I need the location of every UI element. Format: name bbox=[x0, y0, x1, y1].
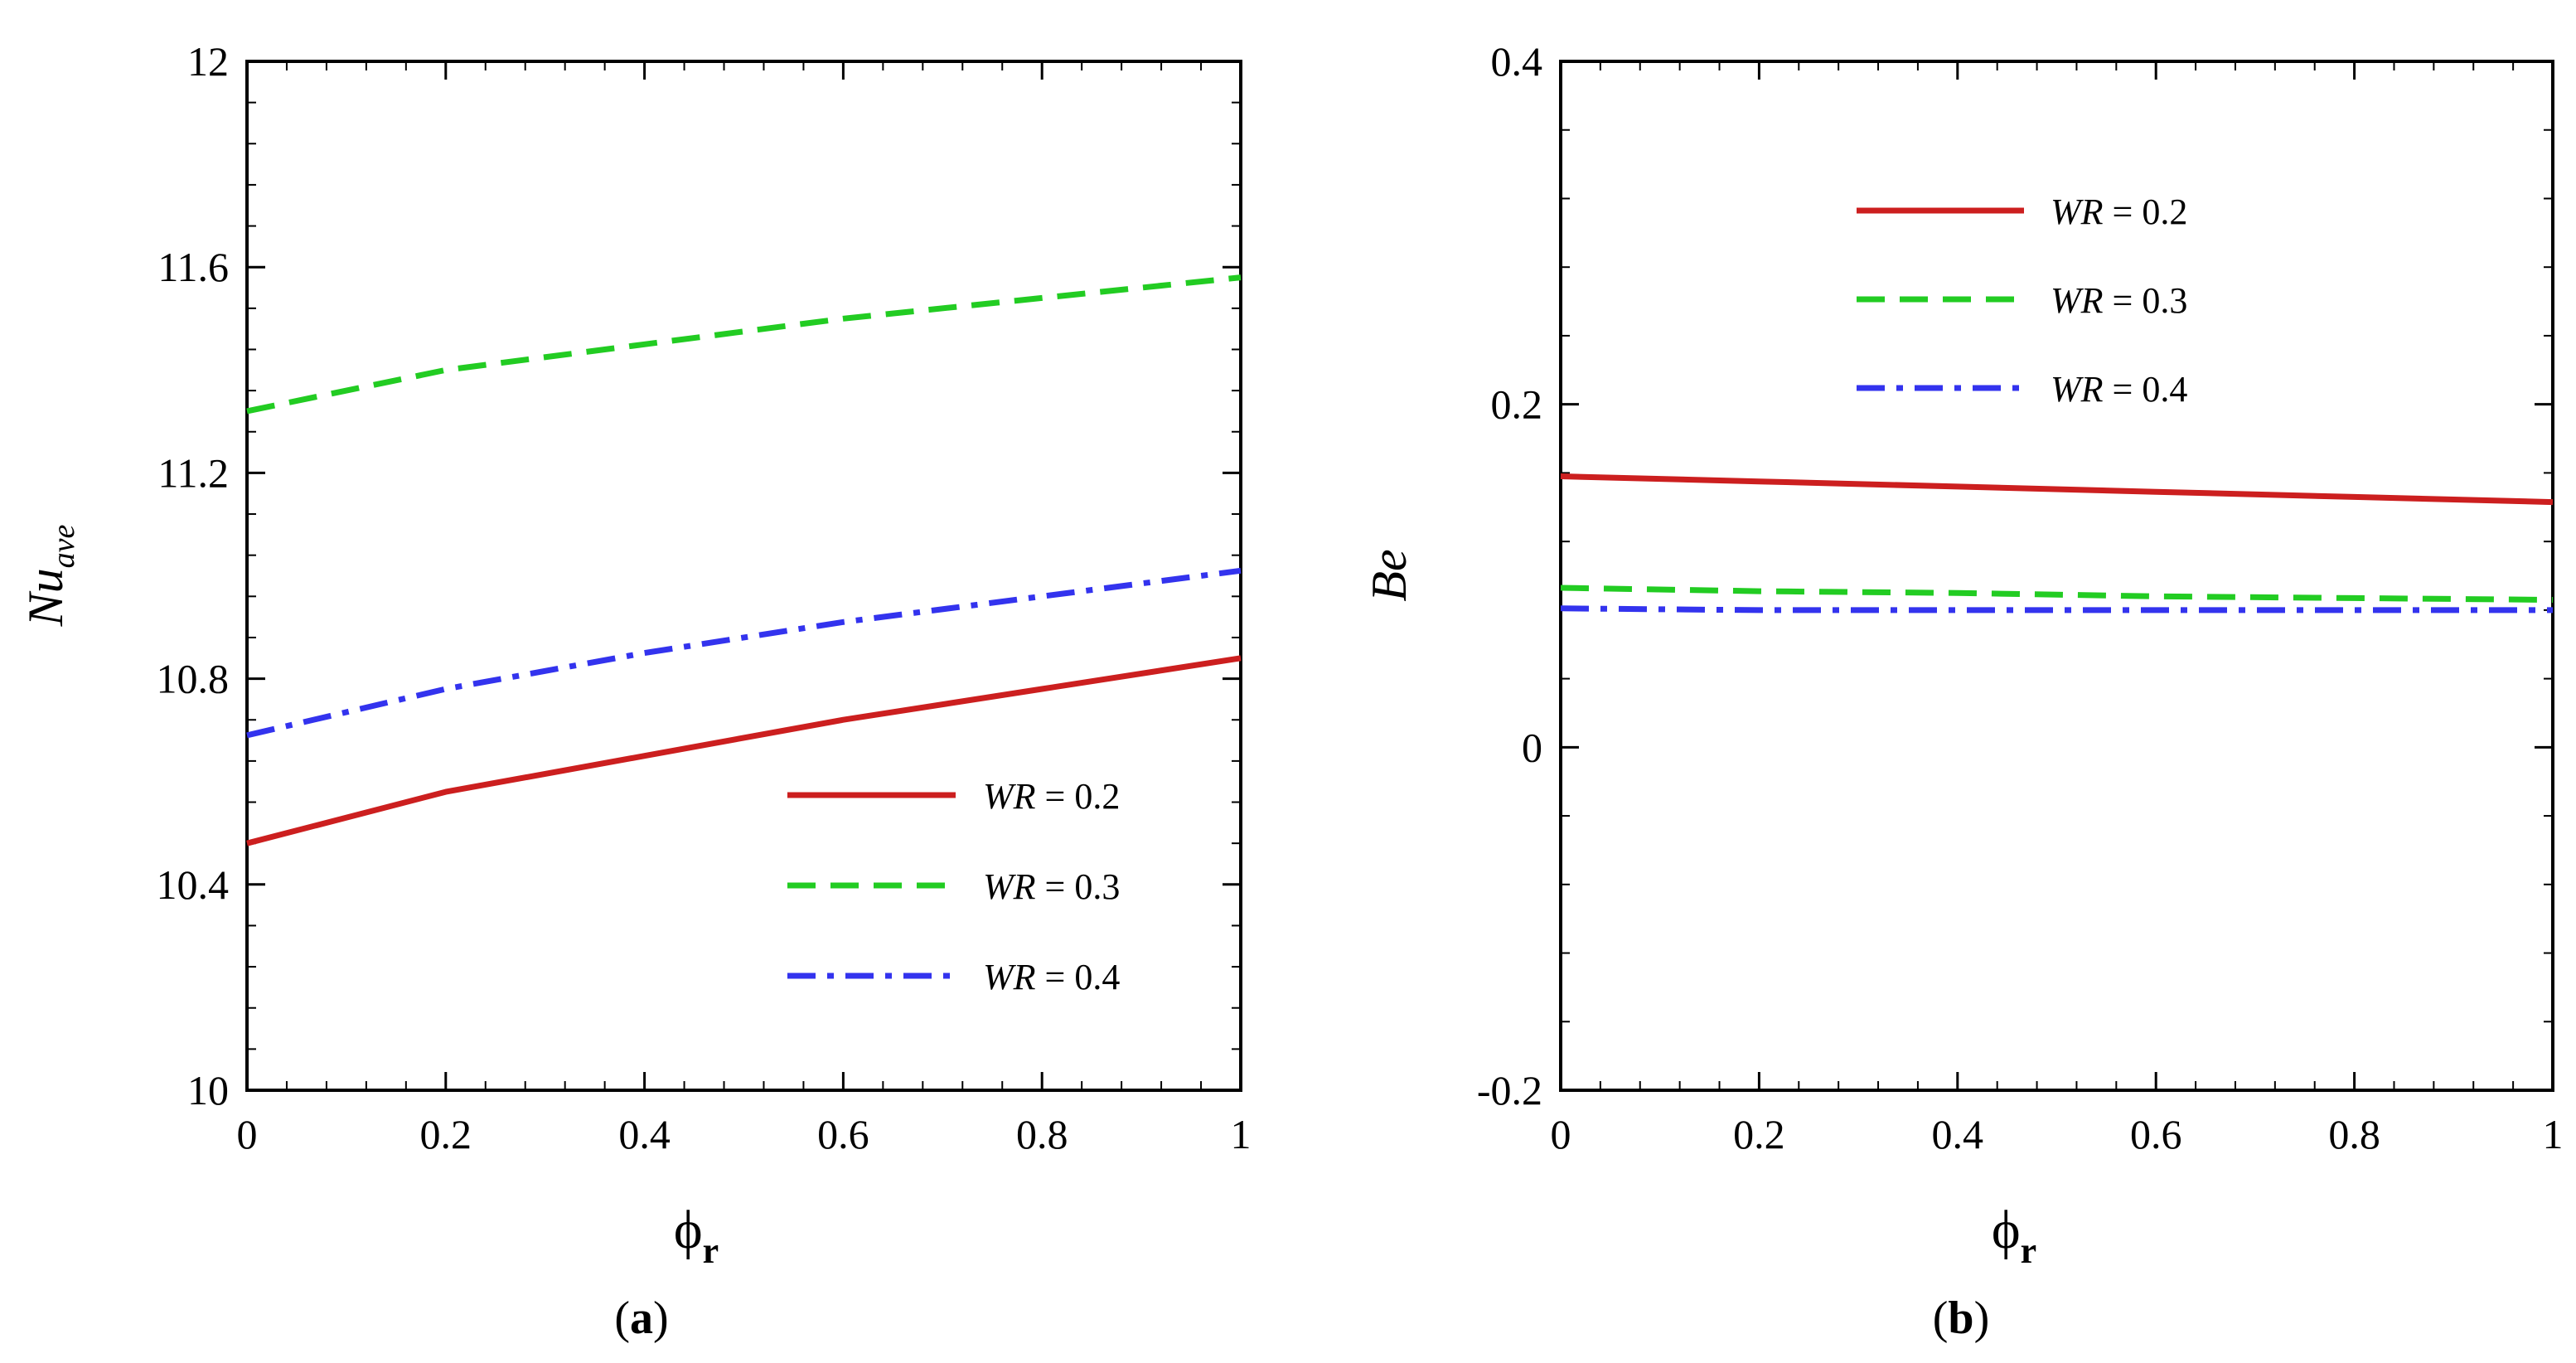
panel-label-open: ( bbox=[614, 1293, 630, 1344]
legend-var: WR bbox=[983, 866, 1036, 907]
x-tick-label: 0.6 bbox=[2130, 1111, 2182, 1157]
series-line-wr-4 bbox=[246, 567, 1242, 739]
y-tick-label: 10 bbox=[187, 1067, 229, 1113]
legend-var: WR bbox=[983, 957, 1036, 997]
legend-value: = 0.3 bbox=[1036, 866, 1121, 907]
x-tick-label: 1 bbox=[1231, 1111, 1252, 1157]
x-tick-label: 0.8 bbox=[2328, 1111, 2380, 1157]
y-tick-label: 12 bbox=[187, 38, 229, 85]
y-tick-label: 0 bbox=[1522, 724, 1542, 770]
series-line-wr-3 bbox=[246, 274, 1242, 415]
legend-label: WR = 0.4 bbox=[983, 957, 1120, 997]
x-axis-title: ϕr bbox=[1992, 1200, 2036, 1271]
x-tick-label: 0.4 bbox=[1932, 1111, 1984, 1157]
y-axis-title-main: Nu bbox=[18, 568, 73, 627]
x-tick-label: 0.2 bbox=[1733, 1111, 1785, 1157]
x-tick-label: 1 bbox=[2543, 1111, 2564, 1157]
panel-label-close: ) bbox=[653, 1293, 669, 1344]
legend-var: WR bbox=[983, 776, 1036, 817]
x-tick-label: 0.4 bbox=[618, 1111, 671, 1157]
chart-panel-b: -0.200.20.40 0.2 0.4 0.6 0.8 1WR = 0.2WR = 0.… bbox=[1362, 38, 2564, 1344]
legend-value: = 0.4 bbox=[2104, 369, 2188, 410]
legend-label: WR = 0.3 bbox=[983, 866, 1120, 907]
y-tick-label: -0.2 bbox=[1477, 1067, 1542, 1113]
y-tick-label: 10.4 bbox=[157, 861, 230, 908]
plot-frame bbox=[1559, 60, 2554, 1092]
x-tick-label: 0 bbox=[237, 1111, 258, 1157]
legend-value: = 0.2 bbox=[2104, 192, 2188, 232]
chart-panel-a: 10 10.4 10.8 11.2 11.6 12 0 0.2 0.4 0.6 0.8 1 WR = 0… bbox=[18, 38, 1252, 1344]
y-tick-label: 0.2 bbox=[1491, 381, 1543, 428]
series-line-wr-3 bbox=[1560, 584, 2554, 603]
panel-label-letter: b bbox=[1948, 1293, 1973, 1344]
legend-label: WR = 0.2 bbox=[2051, 192, 2187, 232]
x-axis-title-main: ϕ bbox=[674, 1200, 703, 1260]
y-tick-label: 11.6 bbox=[157, 244, 229, 290]
x-tick-label: 0.6 bbox=[817, 1111, 869, 1157]
legend-var: WR bbox=[2051, 280, 2104, 321]
panel-label-open: ( bbox=[1933, 1293, 1949, 1344]
y-axis-title: Nuave bbox=[18, 524, 81, 627]
legend-value: = 0.2 bbox=[1036, 776, 1121, 817]
y-tick-label: 10.8 bbox=[157, 656, 230, 702]
legend: WR = 0.2WR = 0.3WR = 0.4 bbox=[1857, 192, 2187, 410]
series-line-wr-2 bbox=[246, 655, 1242, 846]
x-axis-title-subscript: r bbox=[703, 1230, 719, 1271]
y-tick-label: 11.2 bbox=[157, 449, 229, 496]
x-axis-title: ϕr bbox=[674, 1200, 719, 1271]
y-tick-label: 0.4 bbox=[1491, 38, 1543, 85]
panel-label-close: ) bbox=[1974, 1293, 1990, 1344]
legend-value: = 0.3 bbox=[2104, 280, 2188, 321]
legend: WR = 0.2WR = 0.3WR = 0.4 bbox=[787, 776, 1120, 997]
y-axis-title: Be bbox=[1362, 549, 1416, 601]
x-tick-label: 0 bbox=[1551, 1111, 1571, 1157]
legend-var: WR bbox=[2051, 369, 2104, 410]
legend-value: = 0.4 bbox=[1036, 957, 1121, 997]
y-axis-title-main: Be bbox=[1362, 549, 1416, 601]
legend-label: WR = 0.3 bbox=[2051, 280, 2187, 321]
panel-label: (a) bbox=[614, 1293, 668, 1344]
x-tick-label: 0.2 bbox=[420, 1111, 472, 1157]
plot-frame bbox=[245, 60, 1242, 1092]
x-axis-title-main: ϕ bbox=[1992, 1200, 2021, 1260]
legend-label: WR = 0.4 bbox=[2051, 369, 2187, 410]
panel-label: (b) bbox=[1933, 1293, 1989, 1344]
series-line-wr-2 bbox=[1560, 473, 2554, 506]
y-axis-title-subscript: ave bbox=[46, 524, 81, 568]
x-axis-title-subscript: r bbox=[2021, 1230, 2037, 1271]
legend-var: WR bbox=[2051, 192, 2104, 232]
panel-label-letter: a bbox=[630, 1293, 653, 1344]
x-tick-label: 0.8 bbox=[1016, 1111, 1068, 1157]
series-line-wr-4 bbox=[1560, 605, 2553, 614]
legend-label: WR = 0.2 bbox=[983, 776, 1120, 817]
